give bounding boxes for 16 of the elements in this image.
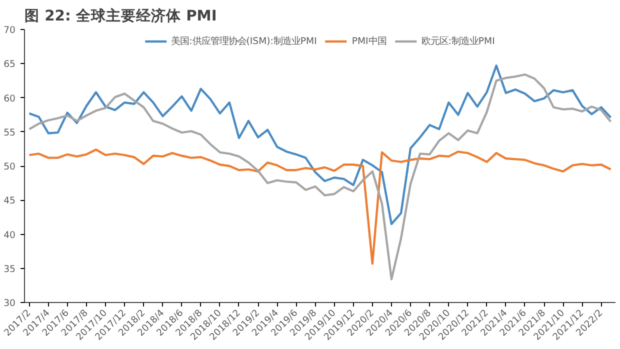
line-series [28, 148, 612, 265]
y-tick-label: 50 [4, 162, 16, 172]
y-tick-label: 45 [4, 196, 16, 207]
chart-title: 图 22: 全球主要经济体 PMI [24, 6, 217, 24]
y-tick-label: 60 [4, 93, 16, 104]
line-series [28, 73, 612, 280]
y-tick-label: 55 [4, 127, 16, 138]
line-series [28, 64, 612, 226]
y-tick-label: 70 [4, 25, 16, 36]
y-tick-label: 40 [4, 230, 16, 241]
y-tick-label: 65 [4, 59, 16, 70]
legend-label: 美国:供应管理协会(ISM):制造业PMI [171, 34, 317, 48]
y-tick-label: 30 [4, 298, 16, 309]
legend-label: PMI中国 [352, 34, 386, 48]
y-tick-label: 35 [4, 264, 16, 275]
legend-label: 欧元区:制造业PMI [421, 34, 495, 48]
